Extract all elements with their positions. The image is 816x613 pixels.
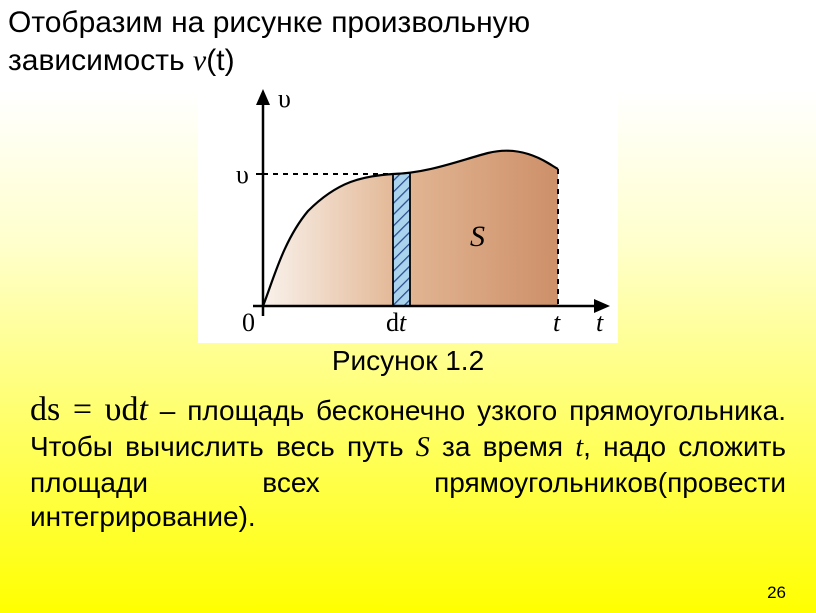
body-paragraph: ds = υdt – площадь бесконечно узкого пря… xyxy=(0,377,816,534)
title-v: v xyxy=(193,44,206,77)
t-tick-label: t xyxy=(553,308,561,337)
title-t: (t) xyxy=(206,44,234,77)
title-line-2: зависимость xyxy=(8,44,193,77)
page-number: 26 xyxy=(767,583,786,603)
body-mid1: за время xyxy=(430,431,576,462)
var-S: S xyxy=(416,432,430,463)
figure-container: υ υ 0 dt t t S xyxy=(0,81,816,343)
axis-label-x: t xyxy=(596,308,604,337)
dt-label: dt xyxy=(386,308,407,337)
axis-label-y: υ xyxy=(278,84,291,113)
title-line-1: Отобразим на рисунке произвольную xyxy=(8,6,530,39)
var-t: t xyxy=(575,432,583,463)
velocity-time-chart: υ υ 0 dt t t S xyxy=(198,81,618,343)
slide-title: Отобразим на рисунке произвольную зависи… xyxy=(0,0,816,79)
y-tick-label: υ xyxy=(236,160,249,189)
formula-ds: ds = υdt xyxy=(30,391,148,428)
origin-label: 0 xyxy=(242,308,255,337)
area-label-S: S xyxy=(470,220,485,253)
figure-caption: Рисунок 1.2 xyxy=(0,345,816,377)
